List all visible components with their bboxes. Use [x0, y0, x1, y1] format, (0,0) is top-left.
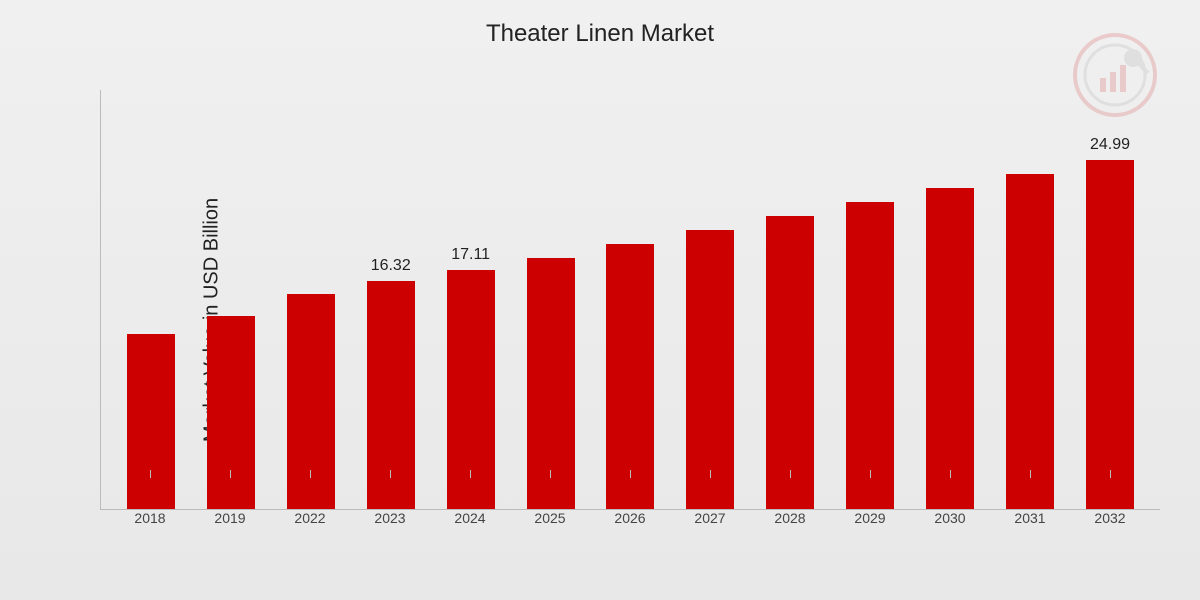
bar	[846, 202, 894, 509]
bar-value-label: 16.32	[371, 257, 411, 275]
x-tick: 2030	[910, 510, 990, 550]
x-tick: 2023	[350, 510, 430, 550]
x-tick-label: 2018	[134, 510, 165, 526]
x-tick: 2022	[270, 510, 350, 550]
x-tick: 2024	[430, 510, 510, 550]
x-tick: 2028	[750, 510, 830, 550]
chart-title: Theater Linen Market	[0, 0, 1200, 48]
x-tick-label: 2032	[1094, 510, 1125, 526]
bar-slot: 24.99	[1070, 90, 1150, 509]
x-tick-label: 2025	[534, 510, 565, 526]
x-tick-label: 2027	[694, 510, 725, 526]
bar	[207, 316, 255, 509]
chart-container: Market Value in USD Billion 16.3217.1124…	[70, 90, 1170, 550]
bar-value-label: 17.11	[451, 246, 490, 264]
bar-slot	[271, 90, 351, 509]
bar-slot	[191, 90, 271, 509]
x-tick: 2027	[670, 510, 750, 550]
x-tick: 2019	[190, 510, 270, 550]
bar-slot	[511, 90, 591, 509]
bar	[926, 188, 974, 509]
bar	[1006, 174, 1054, 509]
x-tick-label: 2026	[614, 510, 645, 526]
x-tick-label: 2023	[374, 510, 405, 526]
x-tick: 2018	[110, 510, 190, 550]
bars-group: 16.32 17.11 24.99	[101, 90, 1160, 509]
bar-slot	[990, 90, 1070, 509]
x-tick: 2029	[830, 510, 910, 550]
x-tick: 2032	[1070, 510, 1150, 550]
bar	[766, 216, 814, 509]
x-tick-label: 2022	[294, 510, 325, 526]
x-axis: 2018 2019 2022 2023 2024 2025 2026 2027 2028 2029…	[100, 510, 1160, 550]
bar-slot: 16.32	[351, 90, 431, 509]
bar-slot: 17.11	[431, 90, 511, 509]
plot-area: 16.32 17.11 24.99	[100, 90, 1160, 510]
x-tick-label: 2024	[454, 510, 485, 526]
bar	[127, 334, 175, 509]
x-tick-label: 2029	[854, 510, 885, 526]
x-tick: 2031	[990, 510, 1070, 550]
bar-slot	[750, 90, 830, 509]
bar-slot	[670, 90, 750, 509]
bar	[1086, 160, 1134, 509]
bar	[686, 230, 734, 509]
bar-slot	[910, 90, 990, 509]
x-tick-label: 2030	[934, 510, 965, 526]
x-tick-label: 2031	[1014, 510, 1045, 526]
x-tick-label: 2019	[214, 510, 245, 526]
bar-slot	[591, 90, 671, 509]
bar-slot	[111, 90, 191, 509]
x-tick-label: 2028	[774, 510, 805, 526]
bar-slot	[830, 90, 910, 509]
bar-value-label: 24.99	[1090, 136, 1130, 154]
x-tick: 2026	[590, 510, 670, 550]
x-tick: 2025	[510, 510, 590, 550]
